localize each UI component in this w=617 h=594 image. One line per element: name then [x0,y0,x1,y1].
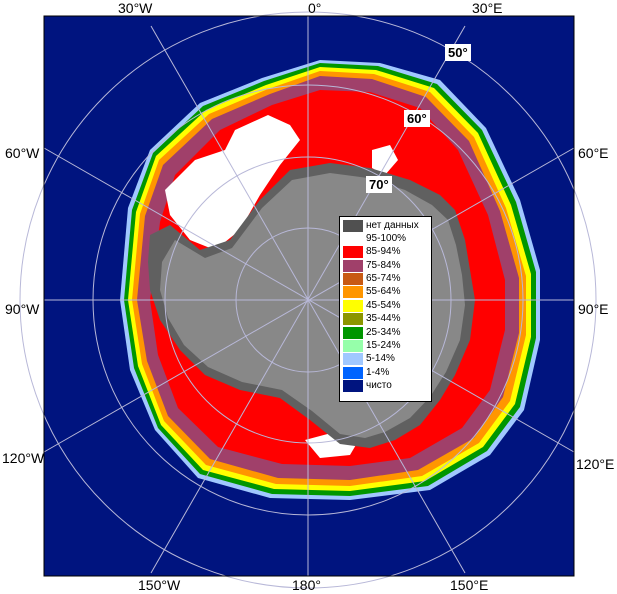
legend-swatch [343,366,363,379]
ice-concentration-95-100-weddell [165,115,300,250]
legend-swatch [343,299,363,312]
legend-label: 65-74% [366,273,401,285]
legend-item: 65-74% [343,273,428,286]
lon-label-90e: 90°E [578,301,609,317]
legend-item: 15-24% [343,340,428,353]
legend-swatch [343,219,363,232]
legend-swatch [343,380,363,393]
legend-item: 35-44% [343,313,428,326]
legend-item: 5-14% [343,353,428,366]
latitude-circle-50 [19,11,597,589]
legend-swatch [343,340,363,353]
legend-item: 55-64% [343,286,428,299]
legend-item: 45-54% [343,299,428,312]
legend-item: 1-4% [343,366,428,379]
legend-label: чисто [366,380,392,392]
lon-label-60w: 60°W [5,145,40,161]
lon-label-180: 180° [292,577,321,593]
legend-label: 45-54% [366,299,401,311]
legend-swatch [343,286,363,299]
legend-item: 95-100% [343,232,428,245]
legend-item: чисто [343,380,428,393]
lon-label-60e: 60°E [578,145,609,161]
legend-swatch [343,232,363,245]
graticule [19,11,597,589]
meridian-60e-120w [43,147,575,453]
legend-item: 85-94% [343,246,428,259]
legend-swatch [343,353,363,366]
legend-swatch [343,246,363,259]
legend-label: 1-4% [366,366,390,378]
map-border [43,15,575,577]
legend-item: 75-84% [343,259,428,272]
legend-label: 85-94% [366,246,401,258]
legend: нет данных 95-100% 85-94% 75-84% 65-74% 55-64… [339,216,432,402]
lon-label-90w: 90°W [5,301,40,317]
legend-label: 95-100% [366,232,407,244]
lon-label-150w: 150°W [138,577,181,593]
legend-label: 5-14% [366,353,395,365]
legend-label: нет данных [366,219,419,231]
ice-concentration-95-100-east [372,145,398,175]
legend-label: 35-44% [366,313,401,325]
legend-label: 55-64% [366,286,401,298]
lon-label-0: 0° [308,0,322,16]
lat-label-70: 70° [366,176,392,193]
legend-swatch [343,273,363,286]
legend-label: 75-84% [366,259,401,271]
lat-label-50: 50° [445,44,471,61]
legend-swatch [343,326,363,339]
legend-label: 15-24% [366,340,401,352]
legend-label: 25-34% [366,326,401,338]
legend-swatch [343,313,363,326]
legend-item: нет данных [343,219,428,232]
lon-label-30e: 30°E [472,0,503,16]
lon-label-120w: 120°W [2,450,45,466]
lon-label-150e: 150°E [450,577,489,593]
legend-item: 25-34% [343,326,428,339]
lon-label-120e: 120°E [576,456,615,472]
legend-swatch [343,259,363,272]
lat-label-60: 60° [404,110,430,127]
lon-label-30w: 30°W [118,0,153,16]
